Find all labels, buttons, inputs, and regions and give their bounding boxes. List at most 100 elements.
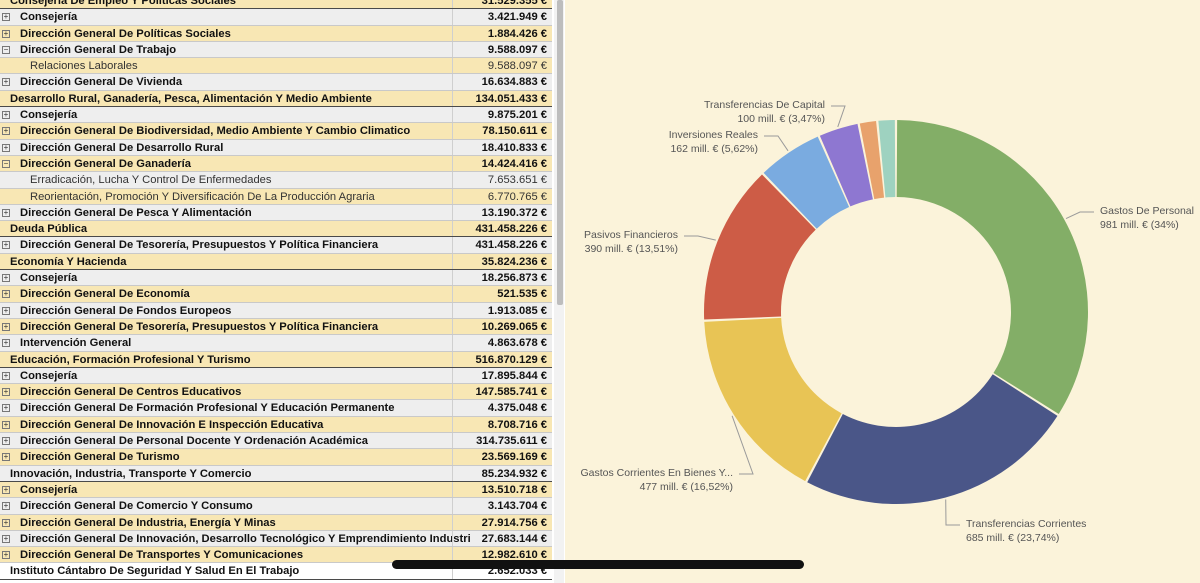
table-row[interactable]: + Consejería 13.510.718 €	[0, 481, 552, 499]
leader-line	[764, 135, 789, 152]
table-row[interactable]: + Dirección General De Biodiversidad, Med…	[0, 123, 552, 140]
row-label: Intervención General	[20, 337, 132, 350]
slice-value-label: 685 mill. € (23,74%)	[966, 532, 1059, 544]
donut-slice[interactable]	[896, 120, 1088, 414]
row-value: 18.410.833 €	[452, 139, 547, 155]
expand-icon[interactable]: +	[2, 142, 10, 152]
leader-line	[684, 235, 716, 241]
row-value: 10.269.065 €	[452, 318, 547, 335]
table-row[interactable]: + Intervención General 4.863.678 €	[0, 335, 552, 352]
expand-icon[interactable]: +	[2, 207, 10, 217]
table-row[interactable]: + Dirección General De Fondos Europeos 1.9…	[0, 302, 552, 319]
expand-icon[interactable]: +	[2, 387, 10, 397]
table-row[interactable]: + Dirección General De Industria, Energía…	[0, 514, 552, 531]
row-label: Consejería	[20, 272, 78, 285]
expand-icon[interactable]: +	[2, 517, 10, 527]
row-value: 27.683.144 €	[452, 530, 547, 547]
donut-slice[interactable]	[763, 136, 850, 229]
row-label: Dirección General De Economía	[20, 288, 190, 301]
row-label: Dirección General De Turismo	[20, 451, 180, 464]
row-label: Innovación, Industria, Transporte Y Come…	[10, 467, 252, 480]
expand-icon[interactable]: +	[2, 550, 10, 560]
expand-icon[interactable]: +	[2, 289, 10, 299]
table-row[interactable]: + Dirección General De Personal Docente Y…	[0, 433, 552, 450]
table-row: Educación, Formación Profesional Y Turis…	[0, 351, 552, 368]
table-row[interactable]: + Dirección General De Políticas Sociales…	[0, 25, 552, 42]
donut-slice[interactable]	[819, 123, 873, 207]
table-row[interactable]: + Dirección General De Turismo 23.569.169 …	[0, 449, 552, 466]
donut-chart-panel: Gastos De Personal 981 mill. € (34%) Trans…	[565, 0, 1200, 583]
expand-icon[interactable]: +	[2, 419, 10, 429]
table-row[interactable]: + Dirección General De Innovación, Desarr…	[0, 530, 552, 548]
table-scrollbar-thumb[interactable]	[557, 0, 563, 305]
table-row[interactable]: + Dirección General De Centros Educativos…	[0, 384, 552, 401]
expand-icon[interactable]: +	[2, 273, 10, 283]
row-label: Consejería De Empleo Y Políticas Sociale…	[10, 0, 236, 7]
expand-icon[interactable]: +	[2, 484, 10, 494]
expand-icon[interactable]: +	[2, 403, 10, 413]
donut-slice[interactable]	[807, 374, 1058, 505]
row-value: 85.234.932 €	[452, 465, 547, 481]
row-label: Erradicación, Lucha Y Control De Enferme…	[30, 174, 272, 187]
table-row[interactable]: + Dirección General De Comercio Y Consumo…	[0, 498, 552, 515]
expand-icon[interactable]: +	[2, 126, 10, 136]
row-value: 27.914.756 €	[452, 514, 547, 530]
donut-slice[interactable]	[878, 120, 896, 198]
expand-icon[interactable]: +	[2, 501, 10, 511]
row-label: Dirección General De Innovación E Inspec…	[20, 418, 324, 431]
row-label: Dirección General De Ganadería	[20, 157, 191, 170]
table-row: Innovación, Industria, Transporte Y Come…	[0, 465, 552, 482]
row-value: 4.375.048 €	[452, 400, 547, 416]
expand-icon[interactable]: +	[2, 77, 10, 87]
home-indicator[interactable]	[392, 560, 804, 569]
row-label: Consejería	[20, 369, 78, 382]
row-value: 78.150.611 €	[452, 123, 547, 139]
table-row[interactable]: + Dirección General De Formación Profesio…	[0, 400, 552, 417]
expand-icon[interactable]: +	[2, 305, 10, 315]
table-row[interactable]: + Consejería 18.256.873 €	[0, 270, 552, 287]
table-row[interactable]: + Consejería 3.421.949 €	[0, 9, 552, 26]
table-row[interactable]: + Dirección General De Transportes Y Comu…	[0, 547, 552, 564]
row-label: Dirección General De Formación Profesion…	[20, 402, 395, 415]
table-row[interactable]: + Dirección General De Tesorería, Presupu…	[0, 318, 552, 336]
table-row: Economía Y Hacienda 35.824.236 €	[0, 253, 552, 271]
expand-icon[interactable]: +	[2, 321, 10, 331]
expand-icon[interactable]: +	[2, 240, 10, 250]
donut-slice[interactable]	[704, 174, 816, 320]
expand-icon[interactable]: +	[2, 370, 10, 380]
leader-line	[945, 499, 960, 526]
donut-slice[interactable]	[859, 121, 885, 200]
row-value: 431.458.226 €	[452, 237, 547, 253]
expand-icon[interactable]: +	[2, 452, 10, 462]
expand-icon[interactable]: +	[2, 533, 10, 543]
leader-line	[1065, 211, 1094, 220]
table-row[interactable]: + Dirección General De Tesorería, Presupu…	[0, 237, 552, 254]
table-row[interactable]: + Consejería 9.875.201 €	[0, 107, 552, 124]
table-row: Deuda Pública 431.458.226 €	[0, 221, 552, 238]
row-value: 23.569.169 €	[452, 449, 547, 465]
row-label: Instituto Cántabro De Seguridad Y Salud …	[10, 565, 300, 578]
table-row[interactable]: + Dirección General De Vivienda 16.634.883…	[0, 74, 552, 91]
row-value: 134.051.433 €	[452, 90, 547, 107]
row-value: 16.634.883 €	[452, 74, 547, 90]
table-row[interactable]: + Dirección General De Desarrollo Rural 18…	[0, 139, 552, 156]
slice-category-label: Gastos Corrientes En Bienes Y...	[580, 467, 733, 479]
table-row[interactable]: + Dirección General De Innovación E Inspe…	[0, 416, 552, 434]
table-row[interactable]: + Consejería 17.895.844 €	[0, 367, 552, 385]
row-label: Dirección General De Pesca Y Alimentació…	[20, 206, 252, 219]
row-label: Dirección General De Vivienda	[20, 76, 183, 89]
expand-icon[interactable]: +	[2, 110, 10, 120]
table-row[interactable]: − Dirección General De Ganadería 14.424.41…	[0, 155, 552, 173]
expand-icon[interactable]: +	[2, 28, 10, 38]
table-row: Consejería De Empleo Y Políticas Sociale…	[0, 0, 552, 10]
collapse-icon[interactable]: −	[2, 158, 10, 168]
expand-icon[interactable]: +	[2, 436, 10, 446]
expand-icon[interactable]: +	[2, 338, 10, 348]
collapse-icon[interactable]: −	[2, 44, 10, 54]
table-row[interactable]: − Dirección General De Trabajo 9.588.097 €	[0, 41, 552, 59]
donut-slice[interactable]	[704, 317, 842, 482]
row-value: 147.585.741 €	[452, 384, 547, 400]
expand-icon[interactable]: +	[2, 12, 10, 22]
table-row[interactable]: + Dirección General De Pesca Y Alimentaci…	[0, 204, 552, 222]
table-row[interactable]: + Dirección General De Economía 521.535 €	[0, 286, 552, 303]
